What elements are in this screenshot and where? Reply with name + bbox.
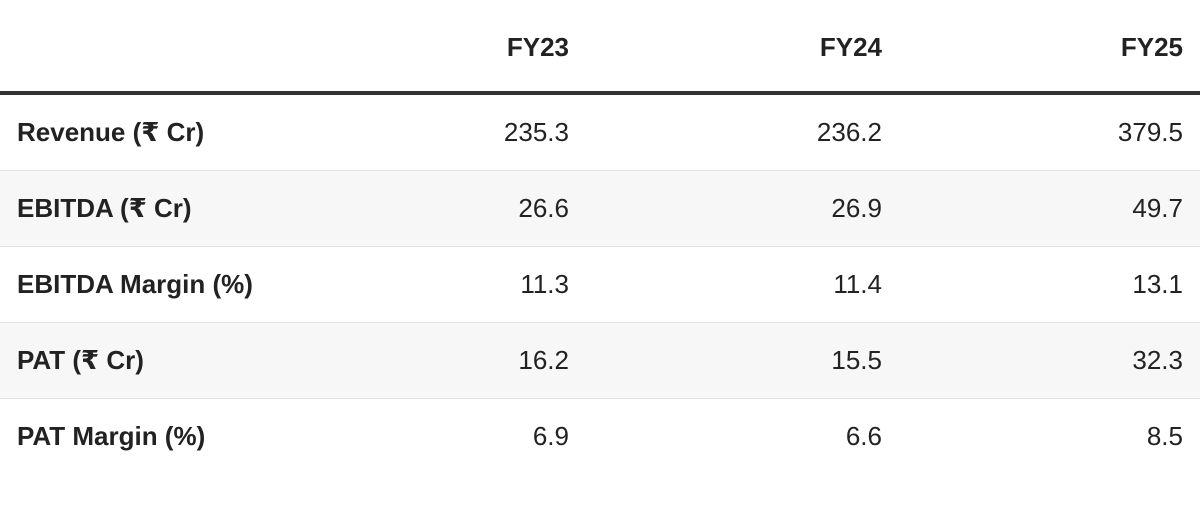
value-cell: 11.3: [256, 246, 569, 323]
table-row: EBITDA Margin (%) 11.3 11.4 13.1: [0, 246, 1200, 323]
table-header: FY23 FY24 FY25: [0, 0, 1200, 95]
column-header: FY25: [882, 0, 1183, 95]
value-cell: 16.2: [256, 322, 569, 399]
column-header: FY24: [569, 0, 882, 95]
value-cell: 15.5: [569, 322, 882, 399]
cell: [1183, 170, 1200, 247]
header-row: FY23 FY24 FY25: [0, 0, 1200, 95]
row-label: EBITDA Margin (%): [0, 246, 256, 323]
row-label: Revenue (₹ Cr): [0, 93, 256, 171]
row-label: PAT Margin (%): [17, 421, 206, 451]
value-cell: 13.1: [882, 246, 1183, 323]
value-cell: 26.9: [569, 170, 882, 247]
table-row: PAT Margin (%) 6.9 6.6 8.5: [0, 399, 1200, 475]
value-cell: 6.9: [532, 421, 569, 451]
cell: [1183, 399, 1200, 475]
row-label: PAT (₹ Cr): [0, 322, 256, 399]
value-cell: 379.5: [882, 93, 1183, 171]
value-cell: 32.3: [882, 322, 1183, 399]
header-cell: [0, 0, 256, 95]
value-cell: 26.6: [256, 170, 569, 247]
value-cell: 236.2: [569, 93, 882, 171]
column-header: FY23: [256, 0, 569, 95]
table-row: EBITDA (₹ Cr) 26.6 26.9 49.7: [0, 170, 1200, 247]
value-cell: 235.3: [256, 93, 569, 171]
financial-table: FY23 FY24 FY25 Revenue (₹ Cr) 235.3 236.2 379…: [0, 0, 1200, 474]
row-label: EBITDA (₹ Cr): [0, 170, 256, 247]
value-cell: 6.6: [845, 421, 882, 451]
value-cell: 8.5: [1146, 421, 1183, 451]
cell: [1183, 246, 1200, 323]
table-row: Revenue (₹ Cr) 235.3 236.2 379.5: [0, 93, 1200, 171]
table-row: PAT (₹ Cr) 16.2 15.5 32.3: [0, 322, 1200, 399]
value-cell: 11.4: [569, 246, 882, 323]
cell: [1183, 93, 1200, 171]
value-cell: 49.7: [882, 170, 1183, 247]
header-cell: [1183, 0, 1200, 95]
table-body: Revenue (₹ Cr) 235.3 236.2 379.5 EBITDA (₹ C…: [0, 93, 1200, 474]
cell: [1183, 322, 1200, 399]
